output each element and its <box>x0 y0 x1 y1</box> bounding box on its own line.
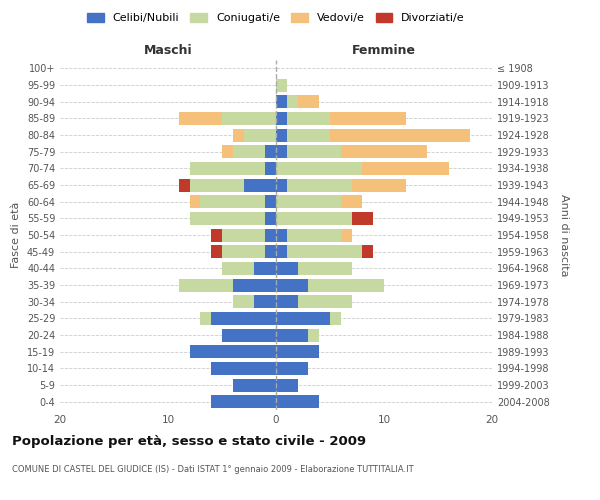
Bar <box>362 162 449 175</box>
Bar <box>233 128 244 141</box>
Bar <box>190 195 200 208</box>
Bar <box>341 145 427 158</box>
Bar <box>190 162 265 175</box>
Bar <box>276 178 287 192</box>
Bar <box>276 112 287 125</box>
Bar <box>200 312 211 325</box>
Text: Popolazione per età, sesso e stato civile - 2009: Popolazione per età, sesso e stato civil… <box>12 435 366 448</box>
Bar <box>200 195 265 208</box>
Bar <box>222 145 233 158</box>
Bar <box>276 345 319 358</box>
Bar <box>287 95 298 108</box>
Bar <box>298 95 319 108</box>
Bar <box>298 262 352 275</box>
Bar <box>276 278 308 291</box>
Bar <box>276 245 287 258</box>
Y-axis label: Fasce di età: Fasce di età <box>11 202 21 268</box>
Bar <box>179 178 190 192</box>
Text: Femmine: Femmine <box>352 44 416 57</box>
Bar <box>190 178 244 192</box>
Bar <box>276 262 298 275</box>
Bar <box>222 112 276 125</box>
Bar <box>233 278 276 291</box>
Bar <box>211 245 222 258</box>
Bar <box>222 328 276 342</box>
Bar <box>276 395 319 408</box>
Bar <box>222 245 265 258</box>
Bar <box>287 128 330 141</box>
Bar <box>276 162 362 175</box>
Bar <box>233 378 276 392</box>
Bar <box>287 145 341 158</box>
Bar <box>244 128 276 141</box>
Bar <box>308 278 384 291</box>
Bar <box>244 178 276 192</box>
Legend: Celibi/Nubili, Coniugati/e, Vedovi/e, Divorziati/e: Celibi/Nubili, Coniugati/e, Vedovi/e, Di… <box>83 8 469 28</box>
Bar <box>233 295 254 308</box>
Bar <box>211 228 222 241</box>
Bar <box>330 312 341 325</box>
Bar <box>222 228 265 241</box>
Bar <box>276 95 287 108</box>
Bar <box>254 295 276 308</box>
Bar <box>276 195 341 208</box>
Bar <box>276 212 352 225</box>
Bar <box>276 295 298 308</box>
Bar <box>276 328 308 342</box>
Bar <box>276 78 287 92</box>
Bar <box>233 145 265 158</box>
Bar <box>341 228 352 241</box>
Bar <box>265 162 276 175</box>
Bar <box>308 328 319 342</box>
Bar <box>276 145 287 158</box>
Bar <box>287 245 362 258</box>
Bar <box>211 312 276 325</box>
Bar <box>352 178 406 192</box>
Bar <box>179 278 233 291</box>
Bar <box>190 345 276 358</box>
Bar <box>330 128 470 141</box>
Text: Maschi: Maschi <box>143 44 193 57</box>
Bar <box>211 395 276 408</box>
Bar <box>287 178 352 192</box>
Bar <box>276 378 298 392</box>
Text: COMUNE DI CASTEL DEL GIUDICE (IS) - Dati ISTAT 1° gennaio 2009 - Elaborazione TU: COMUNE DI CASTEL DEL GIUDICE (IS) - Dati… <box>12 465 413 474</box>
Bar <box>276 312 330 325</box>
Bar <box>276 362 308 375</box>
Bar <box>254 262 276 275</box>
Bar <box>287 112 330 125</box>
Bar <box>265 212 276 225</box>
Bar <box>276 128 287 141</box>
Bar <box>265 145 276 158</box>
Bar <box>362 245 373 258</box>
Bar <box>265 245 276 258</box>
Bar <box>222 262 254 275</box>
Y-axis label: Anni di nascita: Anni di nascita <box>559 194 569 276</box>
Bar <box>330 112 406 125</box>
Bar <box>265 195 276 208</box>
Bar <box>190 212 265 225</box>
Bar <box>276 228 287 241</box>
Bar <box>179 112 222 125</box>
Bar <box>352 212 373 225</box>
Bar <box>265 228 276 241</box>
Bar <box>287 228 341 241</box>
Bar <box>341 195 362 208</box>
Bar <box>211 362 276 375</box>
Bar <box>298 295 352 308</box>
